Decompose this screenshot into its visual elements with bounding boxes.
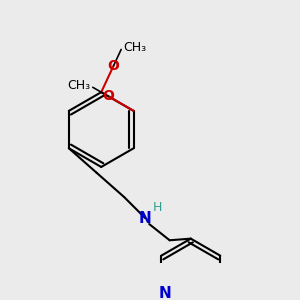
Text: H: H (153, 201, 162, 214)
Text: N: N (159, 286, 172, 300)
Text: N: N (139, 211, 152, 226)
Text: O: O (108, 59, 119, 73)
Text: O: O (102, 89, 114, 103)
Text: CH₃: CH₃ (123, 41, 146, 54)
Text: CH₃: CH₃ (68, 79, 91, 92)
